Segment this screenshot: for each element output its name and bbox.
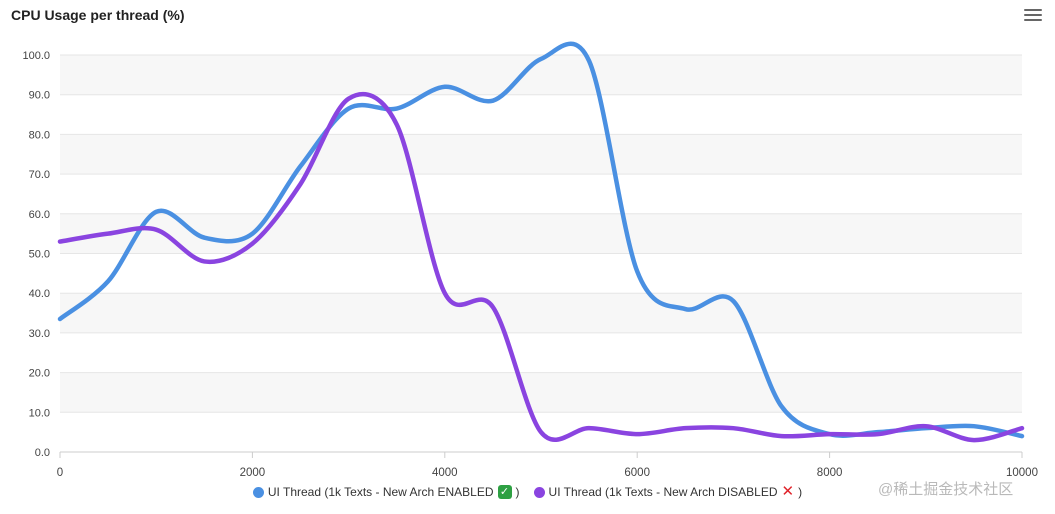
x-tick-label: 10000 — [1006, 467, 1038, 479]
legend-item-disabled[interactable]: UI Thread (1k Texts - New Arch DISABLED … — [533, 483, 803, 500]
legend-label-disabled: UI Thread (1k Texts - New Arch DISABLED — [548, 485, 778, 499]
y-tick-label: 50.0 — [29, 249, 50, 261]
legend-label-enabled: UI Thread (1k Texts - New Arch ENABLED — [267, 485, 494, 499]
y-tick-label: 90.0 — [29, 90, 50, 102]
hamburger-menu-icon[interactable] — [1024, 9, 1042, 23]
legend-suffix-enabled: ) — [515, 485, 520, 499]
grid-band — [60, 134, 1022, 175]
y-tick-label: 100.0 — [22, 50, 50, 62]
y-tick-label: 30.0 — [29, 328, 50, 340]
grid-band — [60, 213, 1022, 254]
grid-band — [60, 372, 1022, 413]
cross-mark-icon: ✕ — [781, 483, 795, 500]
x-tick-label: 4000 — [432, 467, 458, 479]
x-tick-label: 2000 — [240, 467, 266, 479]
legend-dot-enabled — [252, 486, 264, 498]
x-tick-label: 0 — [57, 467, 63, 479]
line-chart: 0.0 10.0 20.0 30.0 40.0 50.0 60.0 70.0 80.0 90.0 1… — [22, 41, 1038, 479]
watermark: @稀土掘金技术社区 — [878, 481, 1014, 498]
legend-suffix-disabled: ) — [798, 485, 803, 499]
grid-band — [60, 293, 1022, 333]
y-tick-label: 60.0 — [29, 209, 50, 221]
chart-title: CPU Usage per thread (%) — [11, 7, 185, 23]
y-tick-label: 80.0 — [29, 129, 50, 141]
y-tick-label: 40.0 — [29, 288, 50, 300]
x-tick-label: 8000 — [817, 467, 843, 479]
series-line-1 — [57, 91, 1025, 443]
y-tick-label: 20.0 — [29, 368, 50, 380]
y-tick-label: 0.0 — [35, 447, 50, 459]
x-tick-label: 6000 — [624, 467, 650, 479]
y-tick-label: 70.0 — [29, 169, 50, 181]
y-tick-label: 10.0 — [29, 407, 50, 419]
check-mark-icon: ✓ — [497, 485, 512, 499]
legend: UI Thread (1k Texts - New Arch ENABLED ✓… — [0, 483, 1055, 500]
legend-dot-disabled — [533, 486, 545, 498]
grid-band — [60, 55, 1022, 95]
legend-item-enabled[interactable]: UI Thread (1k Texts - New Arch ENABLED ✓… — [252, 485, 520, 499]
